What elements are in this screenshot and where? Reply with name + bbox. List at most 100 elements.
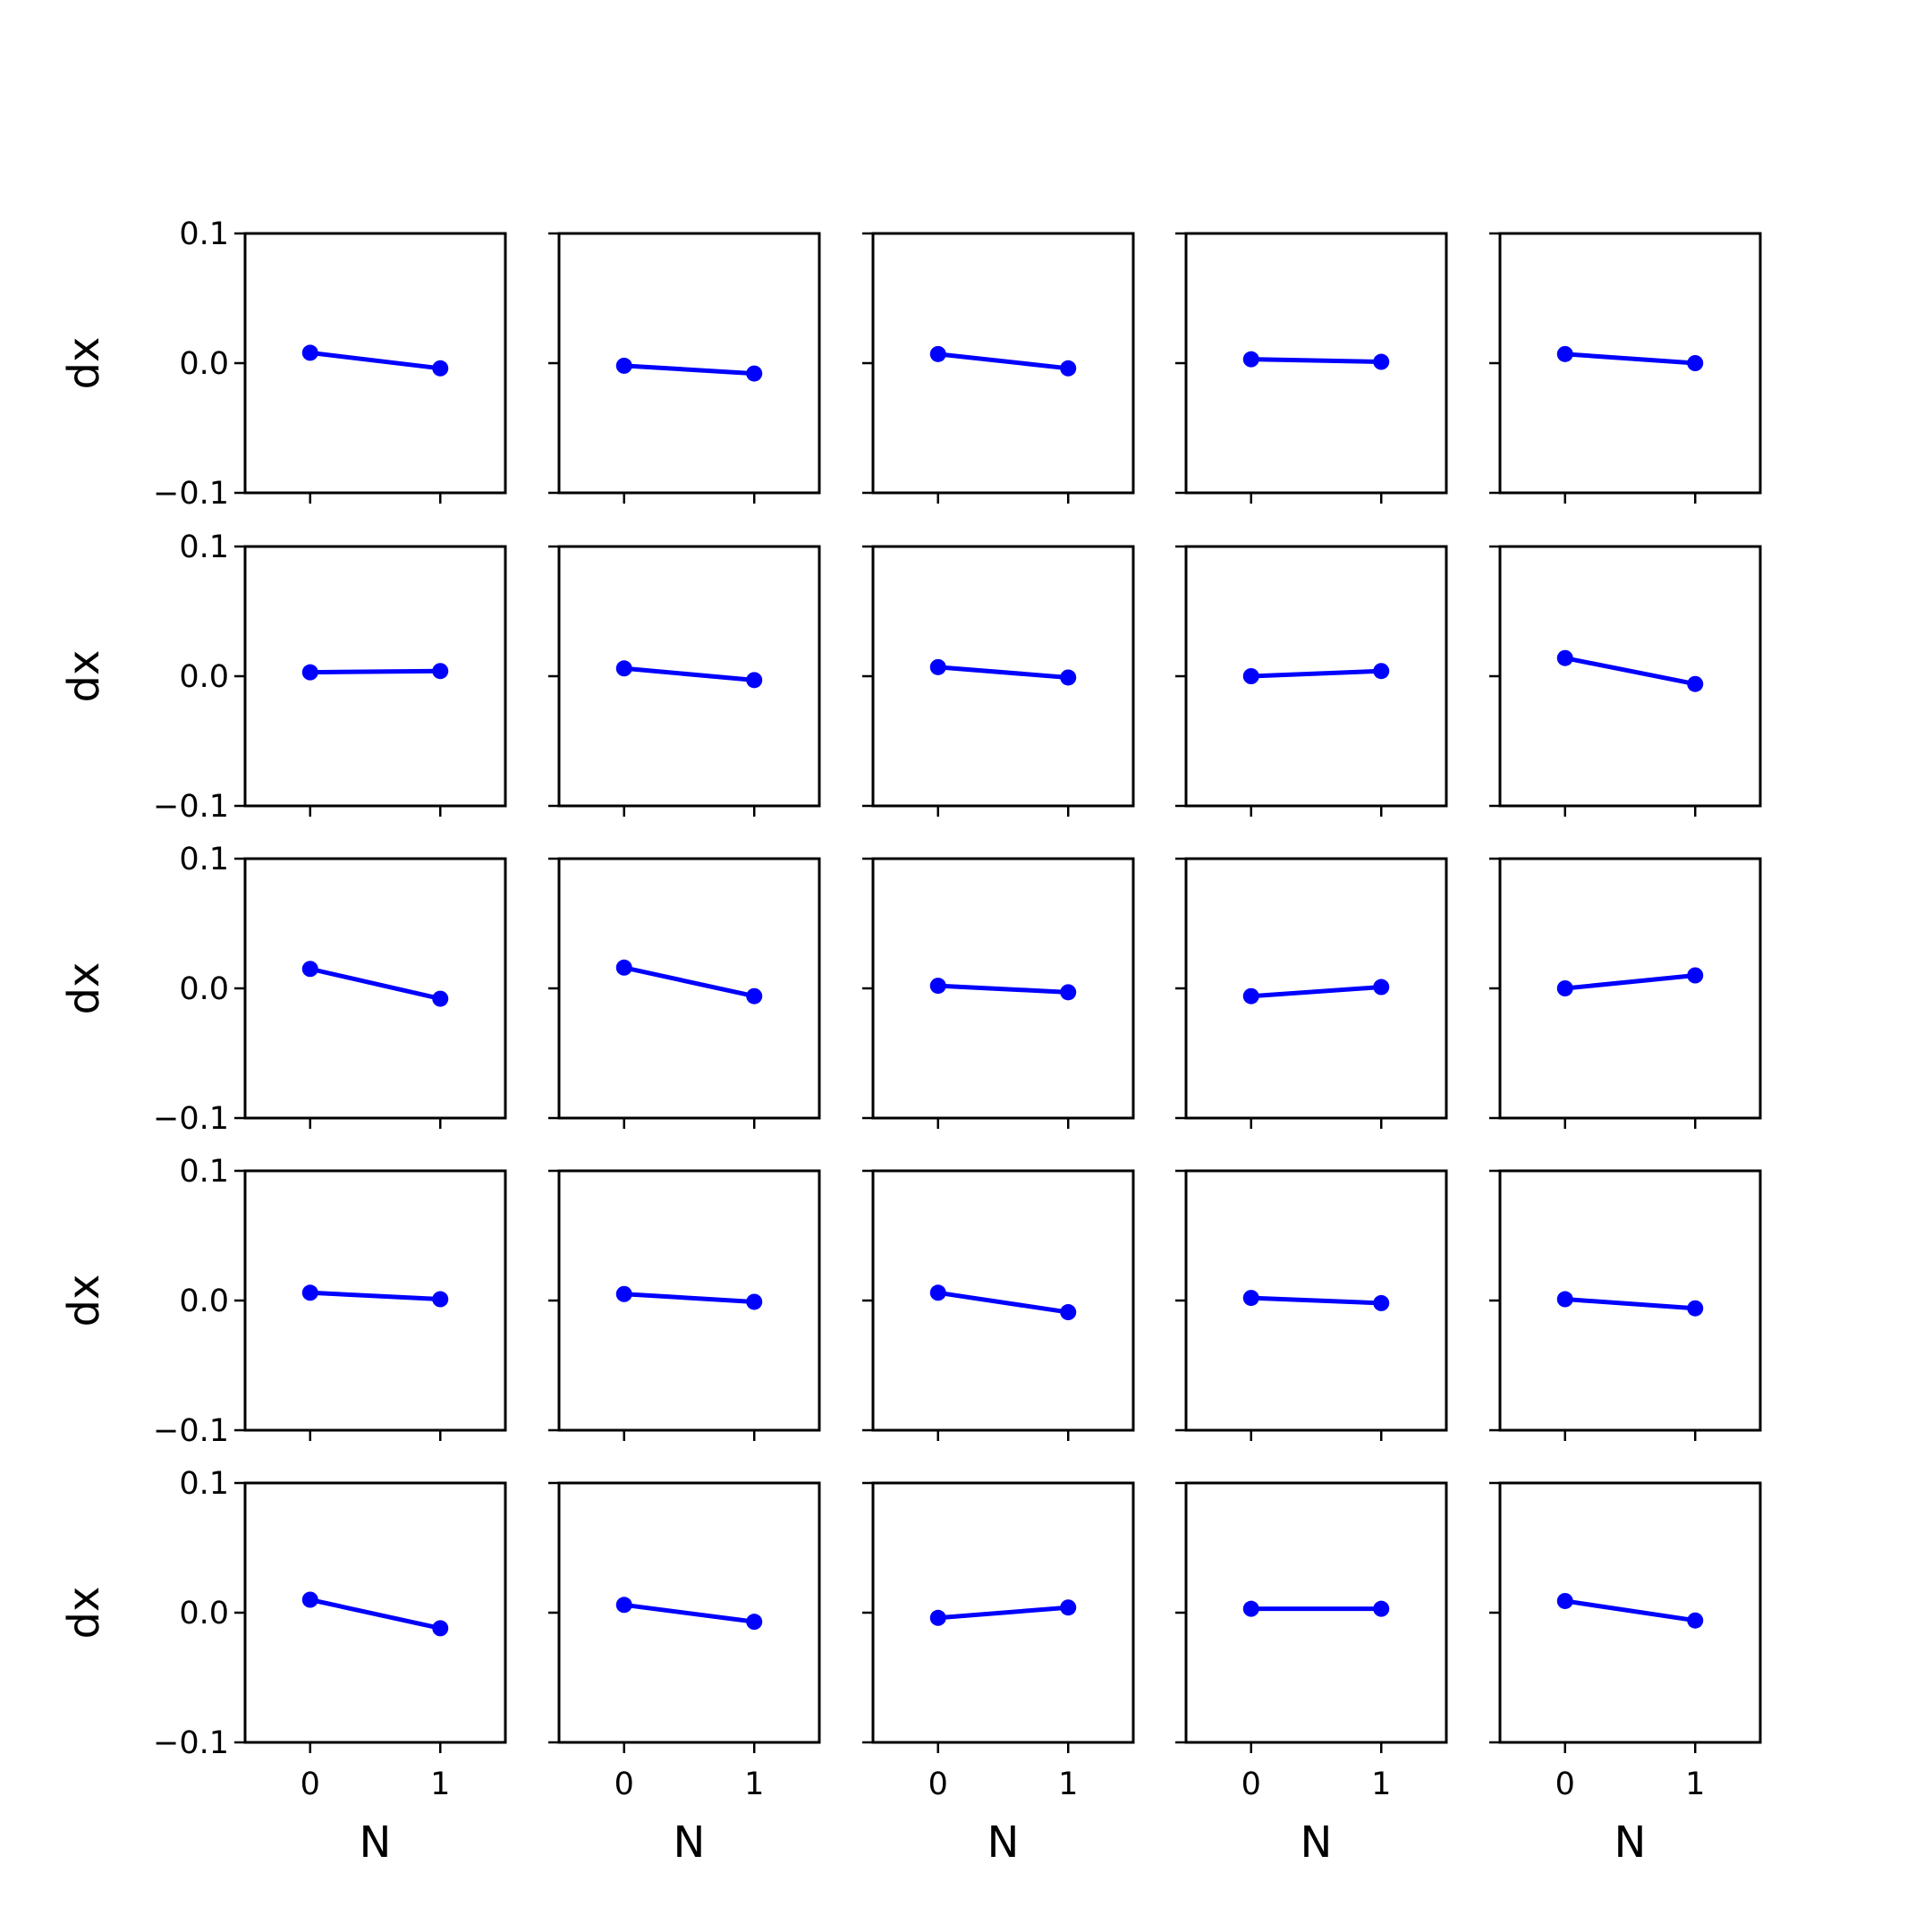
panel [1489,1169,1762,1441]
axes-frame [1184,545,1448,808]
y-tick-label: −0.1 [153,1725,229,1761]
panel [1489,857,1762,1129]
data-point [746,987,763,1004]
data-point [1687,675,1704,692]
data-point [1060,360,1077,377]
data-point [1242,987,1259,1004]
data-point [301,664,318,681]
data-point [1373,1600,1390,1617]
series-line [936,1290,1071,1315]
panel: 0 1 N [1175,1481,1448,1868]
data-point [1373,663,1390,680]
data-point [1060,1304,1077,1321]
data-point [301,1284,318,1301]
data-point [929,345,946,362]
axes-frame [243,1169,507,1432]
data-point [1060,1599,1077,1616]
axes-frame [1184,857,1448,1120]
data-point [615,1597,632,1614]
axes-frame [557,232,821,495]
data-point [1242,351,1259,368]
series-line [622,665,757,682]
data-point [1060,984,1077,1001]
data-point [615,1285,632,1302]
series-line [1249,1295,1384,1306]
y-tick-label: 0.0 [179,1284,229,1319]
series-line [1249,357,1384,365]
panel [548,545,821,817]
y-tick-label: 0.0 [179,659,229,695]
panel [862,545,1135,817]
data-point [432,1291,449,1308]
y-axis-title: dx [59,1587,109,1640]
panel: 0 1 N [548,1481,821,1868]
data-point [1242,1290,1259,1307]
series-line [622,1602,757,1624]
panel [548,857,821,1129]
data-point [1242,1600,1259,1617]
data-point [432,990,449,1007]
axes-frame [1498,857,1762,1120]
panels-layer: 0.10.0−0.1dx0.10.0−0.1dx0.10.0−0.1dx0.10… [59,216,1762,1868]
x-tick-label: 1 [1058,1767,1078,1802]
series-line [1563,656,1698,687]
data-point [615,357,632,374]
panel [1489,232,1762,504]
y-tick-label: −0.1 [153,789,229,825]
data-point [432,360,449,377]
data-point [1242,668,1259,684]
data-point [432,1620,449,1637]
series-line [936,352,1071,371]
data-point [1687,967,1704,984]
axes-frame [557,1169,821,1432]
series-line [308,668,443,675]
x-axis-title: N [674,1818,706,1868]
series-line [1563,973,1698,991]
y-tick-label: 0.1 [179,1154,229,1190]
panel [1175,545,1448,817]
data-point [432,663,449,680]
series-line [622,1292,757,1304]
series-line [308,1597,443,1631]
x-axis-title: N [987,1818,1020,1868]
axes-frame [1184,1481,1448,1744]
series-line [622,363,757,377]
y-tick-label: 0.1 [179,1466,229,1502]
data-point [1373,353,1390,370]
panel: 0.1 0.0 −0.1 dx [59,842,507,1137]
x-tick-label: 1 [430,1767,450,1802]
panel: 0.1 0.0 −0.1 dx [59,530,507,825]
data-point [615,660,632,677]
x-tick-label: 0 [614,1767,634,1802]
y-tick-label: 0.0 [179,971,229,1007]
data-point [301,344,318,361]
y-tick-label: 0.1 [179,216,229,252]
series-line [1249,985,1384,999]
y-axis-title: dx [59,962,109,1015]
data-point [1373,1294,1390,1311]
y-tick-label: −0.1 [153,476,229,512]
series-line [308,350,443,371]
panel: 0.1 0.0 −0.1 0 1 dx N [59,1466,507,1868]
axes-frame [243,232,507,495]
data-point [1060,669,1077,686]
data-point [1373,979,1390,996]
series-line [1563,1598,1698,1623]
x-tick-label: 1 [1685,1767,1705,1802]
series-line [308,1290,443,1302]
data-point [615,959,632,976]
panel [548,232,821,504]
x-axis-title: N [1614,1818,1647,1868]
data-point [1556,980,1573,996]
x-tick-label: 0 [1241,1767,1261,1802]
data-point [929,1609,946,1626]
data-point [1687,355,1704,371]
axes-frame [243,545,507,808]
axes-frame [243,857,507,1120]
data-point [746,1614,763,1631]
data-point [1556,649,1573,666]
y-tick-label: 0.1 [179,530,229,565]
y-tick-label: 0.0 [179,346,229,382]
x-tick-label: 1 [744,1767,764,1802]
